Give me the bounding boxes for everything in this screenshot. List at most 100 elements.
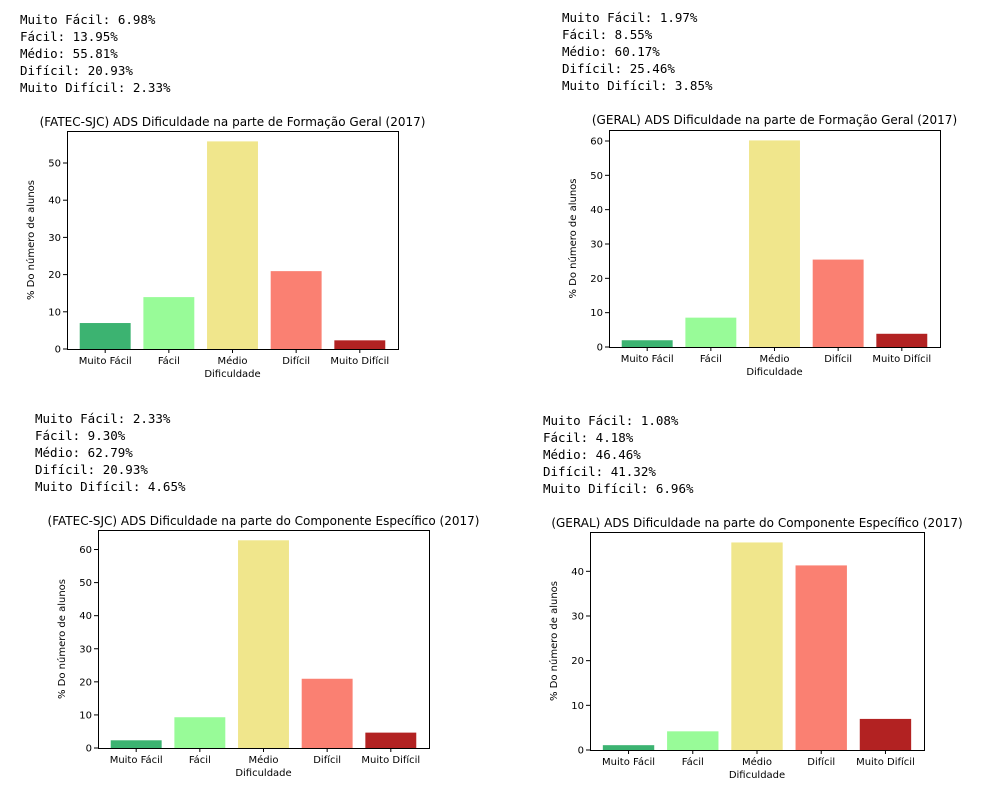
stats-text: Muito Fácil: 6.98% Fácil: 13.95% Médio: … xyxy=(20,11,171,96)
plot-frame xyxy=(98,530,430,749)
x-tick-label: Difícil xyxy=(824,353,852,365)
x-tick-label: Muito Difícil xyxy=(856,756,915,768)
y-tick-label: 50 xyxy=(48,158,61,169)
stats-line: Médio: 62.79% xyxy=(35,445,133,460)
chart-panel: (FATEC-SJC) ADS Dificuldade na parte do … xyxy=(0,400,495,799)
stats-line: Muito Difícil: 3.85% xyxy=(562,78,713,93)
bar xyxy=(731,542,783,750)
bar xyxy=(602,745,655,750)
stats-line: Fácil: 9.30% xyxy=(35,428,126,443)
bar xyxy=(749,140,800,347)
stats-text: Muito Fácil: 2.33% Fácil: 9.30% Médio: 6… xyxy=(35,410,186,495)
stats-line: Muito Difícil: 4.65% xyxy=(35,479,186,494)
x-tick-label: Médio xyxy=(742,756,772,768)
stats-text: Muito Fácil: 1.97% Fácil: 8.55% Médio: 6… xyxy=(562,9,713,94)
y-axis-label: % Do número de alunos xyxy=(567,178,579,298)
y-tick-label: 30 xyxy=(571,611,584,622)
bar xyxy=(110,740,162,748)
y-tick-label: 30 xyxy=(48,233,61,244)
stats-text: Muito Fácil: 1.08% Fácil: 4.18% Médio: 4… xyxy=(543,412,694,497)
stats-line: Difícil: 41.32% xyxy=(543,464,656,479)
chart-panel: (GERAL) ADS Dificuldade na parte do Comp… xyxy=(502,400,995,799)
bar xyxy=(79,323,131,349)
stats-line: Difícil: 25.46% xyxy=(562,61,675,76)
bar xyxy=(859,718,912,750)
y-tick-label: 10 xyxy=(571,701,584,712)
y-tick-label: 20 xyxy=(590,274,603,285)
bar xyxy=(207,141,258,349)
y-tick-label: 50 xyxy=(590,171,603,182)
stats-line: Muito Fácil: 1.08% xyxy=(543,413,679,428)
x-tick-label: Médio xyxy=(217,355,247,367)
chart-panel: (GERAL) ADS Dificuldade na parte de Form… xyxy=(502,0,995,400)
bar xyxy=(876,333,928,347)
stats-line: Muito Fácil: 6.98% xyxy=(20,12,156,27)
chart-title: (FATEC-SJC) ADS Dificuldade na parte do … xyxy=(48,514,480,528)
stats-line: Fácil: 4.18% xyxy=(543,430,634,445)
stats-line: Fácil: 8.55% xyxy=(562,27,653,42)
x-axis-label: Dificuldade xyxy=(746,367,802,378)
x-tick-label: Muito Fácil xyxy=(79,355,132,367)
chart-title: (GERAL) ADS Dificuldade na parte do Comp… xyxy=(551,516,962,530)
stats-line: Muito Fácil: 2.33% xyxy=(35,411,171,426)
y-tick-label: 20 xyxy=(48,270,61,281)
stats-line: Difícil: 20.93% xyxy=(20,63,133,78)
x-tick-label: Difícil xyxy=(313,754,341,766)
y-tick-label: 60 xyxy=(590,136,603,147)
y-tick-label: 0 xyxy=(55,345,61,356)
x-tick-label: Difícil xyxy=(282,355,310,367)
bar xyxy=(270,271,322,349)
stats-line: Muito Fácil: 1.97% xyxy=(562,10,698,25)
bar xyxy=(795,565,847,750)
x-tick-label: Fácil xyxy=(158,355,180,367)
y-tick-label: 40 xyxy=(571,567,584,578)
stats-line: Médio: 55.81% xyxy=(20,46,118,61)
x-tick-label: Muito Fácil xyxy=(602,756,655,768)
x-tick-label: Muito Difícil xyxy=(872,353,931,365)
y-tick-label: 50 xyxy=(79,578,92,589)
stats-line: Fácil: 13.95% xyxy=(20,29,118,44)
bar-chart: (FATEC-SJC) ADS Dificuldade na parte de … xyxy=(25,115,425,380)
chart-title: (GERAL) ADS Dificuldade na parte de Form… xyxy=(592,113,957,127)
y-axis-label: % Do número de alunos xyxy=(56,579,68,699)
y-tick-label: 20 xyxy=(571,656,584,667)
y-axis-label: % Do número de alunos xyxy=(25,180,37,300)
x-axis-label: Dificuldade xyxy=(729,770,785,781)
x-tick-label: Muito Fácil xyxy=(621,353,674,365)
y-tick-label: 0 xyxy=(86,744,92,755)
y-tick-label: 40 xyxy=(48,196,61,207)
stats-line: Muito Difícil: 6.96% xyxy=(543,481,694,496)
bar-chart: (FATEC-SJC) ADS Dificuldade na parte do … xyxy=(48,514,480,779)
y-axis-label: % Do número de alunos xyxy=(548,581,560,701)
plot-frame xyxy=(67,131,399,350)
stats-line: Muito Difícil: 2.33% xyxy=(20,80,171,95)
bar xyxy=(812,259,864,347)
bar xyxy=(301,678,353,748)
y-tick-label: 10 xyxy=(590,308,603,319)
plot-frame xyxy=(609,130,941,348)
bar xyxy=(685,317,737,347)
x-axis-label: Dificuldade xyxy=(235,768,291,779)
bar xyxy=(621,340,673,347)
chart-panel: (FATEC-SJC) ADS Dificuldade na parte de … xyxy=(0,0,495,400)
bar xyxy=(365,732,417,748)
bar-chart: (GERAL) ADS Dificuldade na parte do Comp… xyxy=(548,516,963,781)
x-tick-label: Muito Fácil xyxy=(110,754,163,766)
y-tick-label: 30 xyxy=(590,239,603,250)
y-tick-label: 20 xyxy=(79,677,92,688)
y-tick-label: 40 xyxy=(590,205,603,216)
bar xyxy=(334,340,386,349)
x-tick-label: Médio xyxy=(248,754,278,766)
plot-frame xyxy=(590,532,925,751)
x-axis-label: Dificuldade xyxy=(204,369,260,380)
x-tick-label: Fácil xyxy=(189,754,211,766)
y-tick-label: 60 xyxy=(79,545,92,556)
y-tick-label: 0 xyxy=(578,746,584,757)
bar xyxy=(143,297,195,349)
bar xyxy=(238,540,289,748)
stats-line: Difícil: 20.93% xyxy=(35,462,148,477)
bar xyxy=(174,717,226,748)
y-tick-label: 40 xyxy=(79,611,92,622)
x-tick-label: Médio xyxy=(759,353,789,365)
y-tick-label: 10 xyxy=(79,710,92,721)
